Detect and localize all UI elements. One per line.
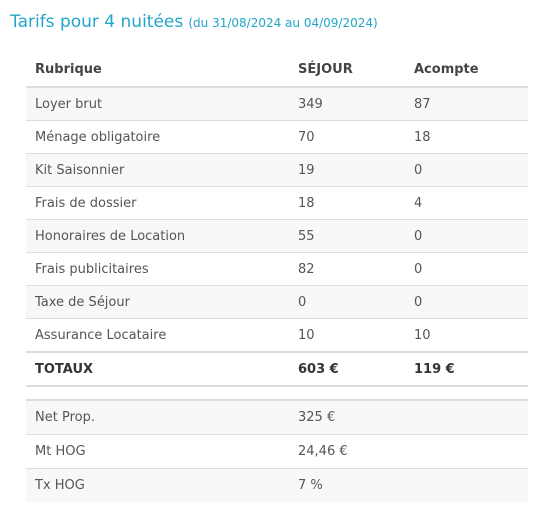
- totals-sejour: 603 €: [289, 351, 405, 387]
- cell-sejour: 349: [289, 87, 405, 121]
- cell-acompte: 0: [405, 252, 528, 286]
- summary-label: Net Prop.: [26, 400, 289, 435]
- totals-row: TOTAUX 603 € 119 €: [26, 351, 528, 387]
- cell-rubrique: Ménage obligatoire: [26, 120, 289, 154]
- cell-acompte: 0: [405, 153, 528, 187]
- tarifs-table: Rubrique SÉJOUR Acompte Loyer brut 349 8…: [26, 52, 528, 387]
- summary-value: 7 %: [289, 468, 528, 502]
- table-row: Honoraires de Location 55 0: [26, 219, 528, 253]
- column-header-rubrique: Rubrique: [26, 52, 289, 88]
- cell-acompte: 10: [414, 327, 431, 343]
- totals-acompte: 119 €: [405, 351, 528, 387]
- table-row: Loyer brut 349 87: [26, 87, 528, 121]
- cell-rubrique: Loyer brut: [26, 87, 289, 121]
- cell-sejour: 70: [289, 120, 405, 154]
- summary-table: Net Prop. 325 € Mt HOG 24,46 € Tx HOG 7 …: [26, 399, 528, 502]
- summary-value: 24,46 €: [289, 434, 528, 469]
- cell-sejour: 19: [289, 153, 405, 187]
- cell-acompte: 0: [405, 219, 528, 253]
- cell-acompte: 87: [405, 87, 528, 121]
- page-title: Tarifs pour 4 nuitées (du 31/08/2024 au …: [10, 12, 378, 32]
- summary-row: Net Prop. 325 €: [26, 400, 528, 435]
- table-header-row: Rubrique SÉJOUR Acompte: [26, 52, 528, 88]
- cell-rubrique: Taxe de Séjour: [26, 285, 289, 319]
- cell-rubrique: Honoraires de Location: [26, 219, 289, 253]
- cell-rubrique: Frais de dossier: [26, 186, 289, 220]
- summary-row: Mt HOG 24,46 €: [26, 434, 528, 469]
- summary-value: 325 €: [289, 400, 528, 435]
- summary-label: Mt HOG: [26, 434, 289, 469]
- cell-rubrique: Kit Saisonnier: [26, 153, 289, 187]
- table-row: Frais publicitaires 82 0: [26, 252, 528, 286]
- column-header-acompte: Acompte: [405, 52, 528, 88]
- title-text: Tarifs pour 4 nuitées: [10, 12, 184, 32]
- cell-acompte: 0: [405, 285, 528, 319]
- totals-label: TOTAUX: [26, 351, 289, 387]
- cell-sejour: 10: [298, 327, 315, 343]
- table-row: Taxe de Séjour 0 0: [26, 285, 528, 319]
- table-row: Frais de dossier 18 4: [26, 186, 528, 220]
- column-header-sejour: SÉJOUR: [289, 52, 405, 88]
- date-range: (du 31/08/2024 au 04/09/2024): [188, 16, 378, 30]
- cell-sejour: 55: [289, 219, 405, 253]
- cell-sejour: 82: [289, 252, 405, 286]
- table-row: Ménage obligatoire 70 18: [26, 120, 528, 154]
- summary-row: Tx HOG 7 %: [26, 468, 528, 502]
- cell-acompte: 4: [405, 186, 528, 220]
- cell-rubrique: Assurance Locataire: [35, 327, 167, 343]
- cell-sejour: 0: [289, 285, 405, 319]
- cell-sejour: 18: [289, 186, 405, 220]
- summary-label: Tx HOG: [26, 468, 289, 502]
- table-row: Assurance Locataire 10 10: [26, 319, 528, 353]
- cell-rubrique: Frais publicitaires: [26, 252, 289, 286]
- cell-acompte: 18: [405, 120, 528, 154]
- table-row: Kit Saisonnier 19 0: [26, 153, 528, 187]
